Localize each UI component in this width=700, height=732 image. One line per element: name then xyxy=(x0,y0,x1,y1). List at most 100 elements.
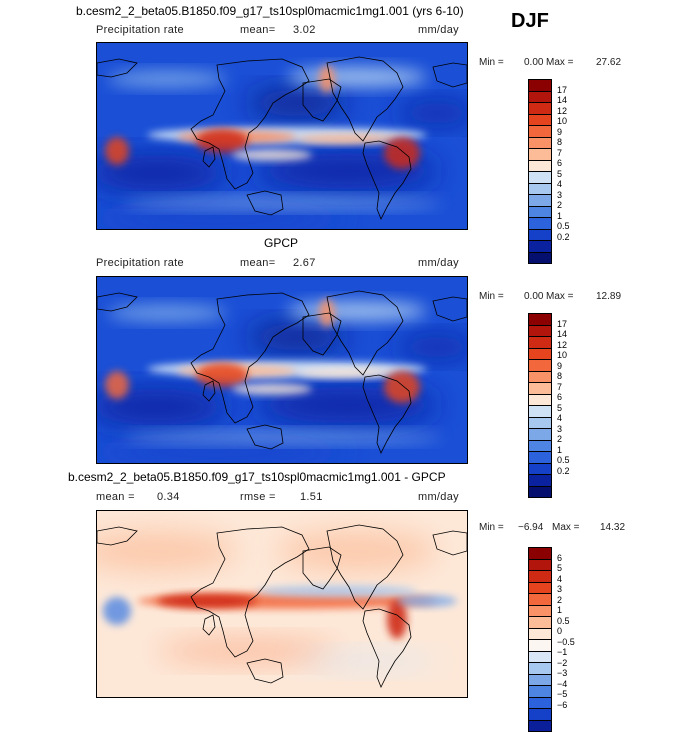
panel1-variable: Precipitation rate xyxy=(96,24,184,36)
panel3-min-label: Min = xyxy=(479,522,504,533)
colorbar-swatch xyxy=(529,708,551,720)
panel2-max-value: 12.89 xyxy=(596,291,622,302)
panel3-mean-label: mean = xyxy=(96,491,135,503)
colorbar-level-label: 3 xyxy=(557,189,563,200)
colorbar-level-label: −4 xyxy=(557,678,568,689)
colorbar-swatch xyxy=(529,393,551,405)
colorbar-level-label: 0 xyxy=(557,626,563,636)
colorbar-level-label: 12 xyxy=(557,105,568,116)
panel2-units: mm/day xyxy=(418,257,459,269)
colorbar-swatch xyxy=(529,696,551,708)
colorbar-level-label: 4 xyxy=(557,573,563,584)
panel3-mean-value: 0.34 xyxy=(157,491,180,503)
colorbar-swatch xyxy=(529,90,551,102)
colorbar-level-label: 0.2 xyxy=(557,465,570,476)
colorbar-swatch xyxy=(529,685,551,697)
colorbar-level-label: 7 xyxy=(557,147,563,158)
colorbar-swatch xyxy=(529,125,551,137)
colorbar-level-label: 0.5 xyxy=(557,221,570,231)
colorbar-level-label: 1 xyxy=(557,605,563,615)
panel2-min-value: 0.00 xyxy=(524,291,544,302)
colorbar-swatch xyxy=(529,113,551,125)
colorbar-swatch xyxy=(529,428,551,440)
panel3-colorbar: 6 5 4 3 2 1 0.5 0 −0.5 −1 −2 −3 −4 −5 −6 xyxy=(528,547,575,732)
colorbar-swatch xyxy=(529,205,551,217)
colorbar-level-label: 3 xyxy=(557,423,563,434)
colorbar-level-label: 1 xyxy=(557,210,563,221)
colorbar-swatch xyxy=(529,548,551,559)
panel1-title: b.cesm2_2_beta05.B1850.f09_g17_ts10spl0m… xyxy=(76,4,464,18)
panel2-mean-label: mean= xyxy=(240,257,276,269)
colorbar-level-label: −1 xyxy=(557,647,568,657)
colorbar-level-label: 17 xyxy=(557,318,568,329)
colorbar-swatch xyxy=(529,662,551,674)
colorbar-swatch xyxy=(529,370,551,382)
colorbar-swatch xyxy=(529,347,551,359)
panel3-min-value: −6.94 xyxy=(518,522,544,533)
colorbar-swatch xyxy=(529,194,551,206)
panel1-colorbar: 17 14 12 10 9 8 7 6 5 4 3 2 1 0.5 0.2 xyxy=(528,79,570,264)
colorbar-swatch xyxy=(529,719,551,731)
colorbar-level-label: −2 xyxy=(557,657,568,668)
panel1-min-label: Min = xyxy=(479,57,504,68)
colorbar-level-label: 14 xyxy=(557,329,568,339)
colorbar-level-label: 4 xyxy=(557,413,563,423)
colorbar-swatch xyxy=(529,251,551,263)
panel1-mean-label: mean= xyxy=(240,24,276,36)
colorbar-level-label: 3 xyxy=(557,584,563,594)
colorbar-swatch xyxy=(529,382,551,394)
colorbar-swatch xyxy=(529,474,551,486)
panel1-min-value: 0.00 xyxy=(524,57,544,68)
colorbar-swatch xyxy=(529,570,551,582)
colorbar-level-label: 7 xyxy=(557,381,563,392)
colorbar-level-label: −0.5 xyxy=(557,636,575,647)
panel3-max-label: Max = xyxy=(552,522,580,533)
colorbar-swatch xyxy=(529,228,551,240)
colorbar-level-label: 6 xyxy=(557,158,563,168)
colorbar-swatch xyxy=(529,217,551,229)
colorbar-swatch xyxy=(529,581,551,593)
panel3-rmse-value: 1.51 xyxy=(300,491,323,503)
colorbar-swatch xyxy=(529,627,551,639)
colorbar-level-label: 14 xyxy=(557,95,568,105)
colorbar-swatch xyxy=(529,159,551,171)
colorbar-level-label: 10 xyxy=(557,116,568,126)
colorbar-swatch xyxy=(529,405,551,417)
colorbar-level-label: 2 xyxy=(557,594,563,605)
colorbar-level-label: 0.2 xyxy=(557,231,570,242)
colorbar-level-label: 12 xyxy=(557,339,568,350)
colorbar-swatch xyxy=(529,136,551,148)
panel2-map xyxy=(96,276,468,464)
panel2-min-label: Min = xyxy=(479,291,504,302)
season-label: DJF xyxy=(511,10,549,32)
colorbar-swatch xyxy=(529,416,551,428)
colorbar-level-label: 2 xyxy=(557,434,563,444)
colorbar-level-label: −6 xyxy=(557,699,568,710)
colorbar-level-label: 5 xyxy=(557,563,563,573)
colorbar-swatch xyxy=(529,148,551,160)
colorbar-swatch xyxy=(529,462,551,474)
panel3-max-value: 14.32 xyxy=(600,522,626,533)
colorbar-swatch xyxy=(529,80,551,91)
colorbar-level-label: 5 xyxy=(557,168,563,179)
panel3-title: b.cesm2_2_beta05.B1850.f09_g17_ts10spl0m… xyxy=(68,470,446,484)
panel3-units: mm/day xyxy=(418,491,459,503)
panel3-rmse-label: rmse = xyxy=(240,491,276,503)
colorbar-swatch xyxy=(529,182,551,194)
colorbar-level-label: 0.5 xyxy=(557,615,570,626)
colorbar-level-label: 8 xyxy=(557,371,563,381)
colorbar-level-label: 6 xyxy=(557,552,563,563)
colorbar-level-label: 0.5 xyxy=(557,455,570,465)
colorbar-level-label: 6 xyxy=(557,392,563,402)
colorbar-swatch xyxy=(529,102,551,114)
colorbar-swatch xyxy=(529,593,551,605)
colorbar-swatch xyxy=(529,359,551,371)
colorbar-swatch xyxy=(529,558,551,570)
colorbar-swatch xyxy=(529,171,551,183)
colorbar-level-label: 5 xyxy=(557,402,563,413)
colorbar-level-label: 2 xyxy=(557,200,563,210)
colorbar-swatch xyxy=(529,240,551,252)
colorbar-swatch xyxy=(529,485,551,497)
panel1-map xyxy=(96,42,468,230)
colorbar-swatch xyxy=(529,673,551,685)
